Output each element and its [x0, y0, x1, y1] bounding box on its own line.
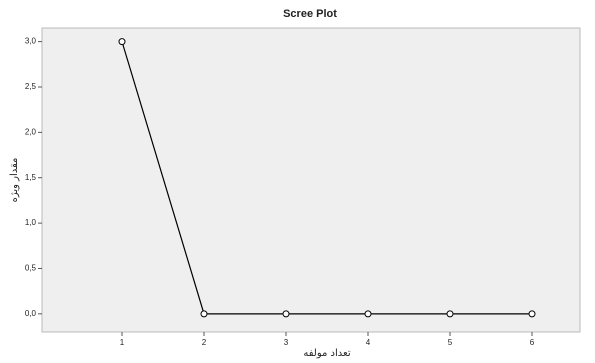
chart-title: Scree Plot	[283, 8, 337, 20]
y-tick-label: 3,0	[25, 37, 37, 46]
data-point	[365, 311, 371, 317]
y-axis-label: مقدار ویژه	[9, 158, 20, 203]
x-tick-label: 3	[284, 338, 289, 347]
x-tick-label: 2	[202, 338, 207, 347]
data-point	[447, 311, 453, 317]
page: {"chart_data": {"type": "line", "title":…	[0, 0, 595, 363]
y-tick-label: 2,0	[25, 127, 37, 136]
chart: Scree Plot مقدار ویژه تعداد مولفه 0,0 0,5…	[0, 0, 595, 363]
x-tick-label: 5	[448, 338, 453, 347]
data-point	[119, 39, 125, 45]
x-tick-label: 1	[120, 338, 125, 347]
y-tick-label: 0,5	[25, 264, 37, 273]
data-point	[283, 311, 289, 317]
y-tick-label: 1,5	[25, 173, 37, 182]
x-tick-label: 6	[530, 338, 535, 347]
y-tick-label: 1,0	[25, 218, 37, 227]
plot-area	[42, 28, 580, 332]
y-tick-label: 0,0	[25, 309, 37, 318]
x-tick-label: 4	[366, 338, 371, 347]
data-point	[529, 311, 535, 317]
y-tick-label: 2,5	[25, 82, 37, 91]
x-axis-label: تعداد مولفه	[303, 348, 350, 359]
data-point	[201, 311, 207, 317]
